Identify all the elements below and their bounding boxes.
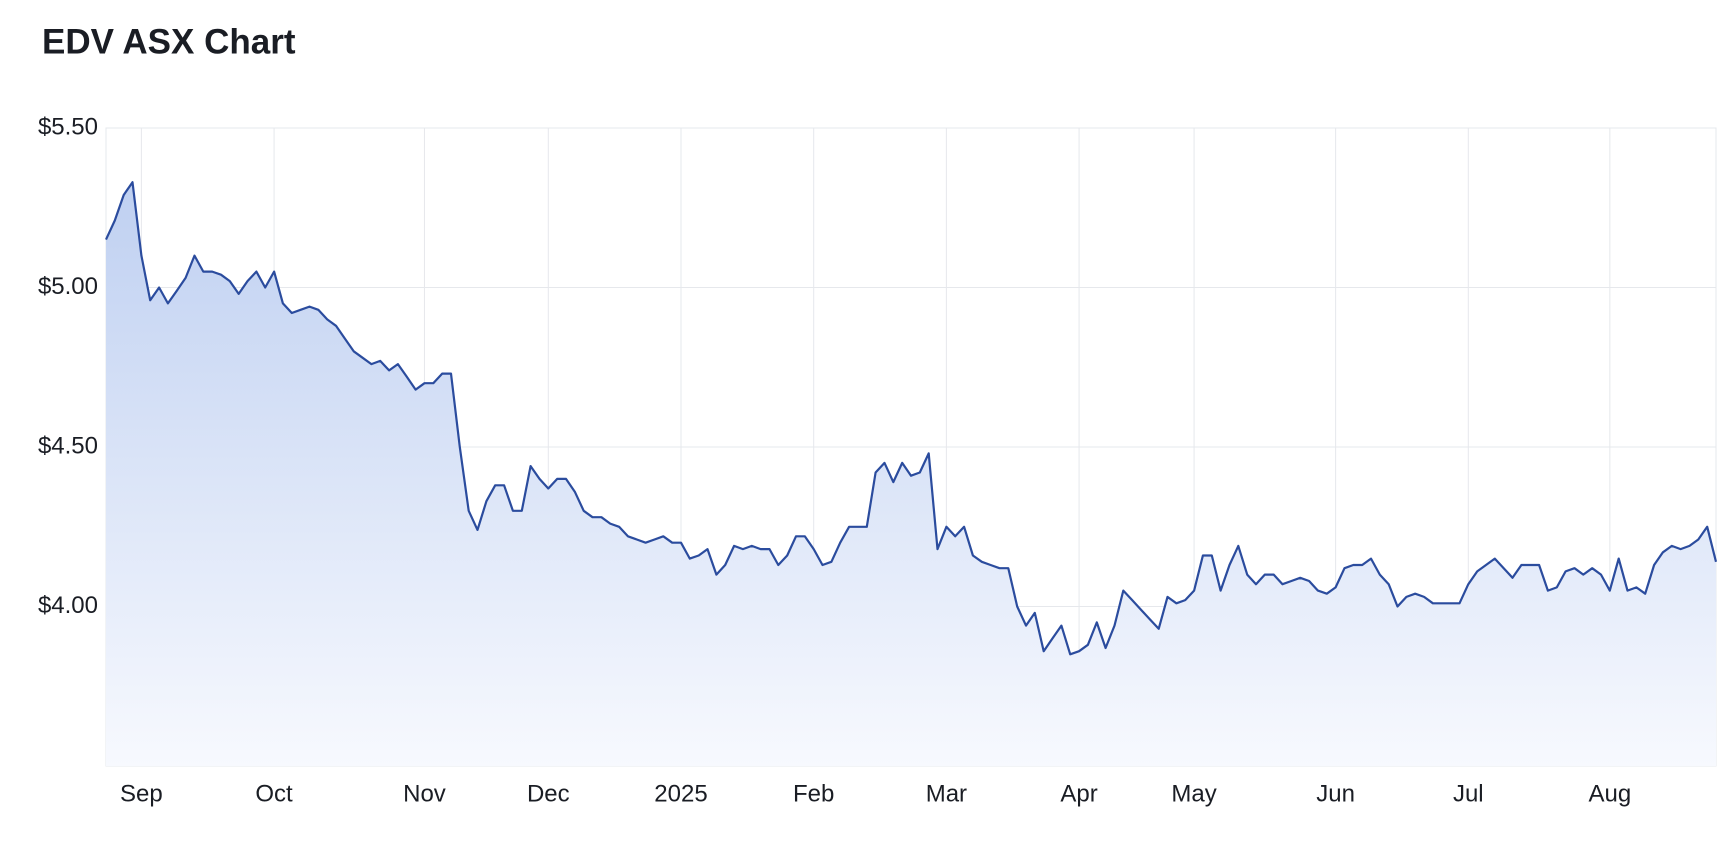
x-tick-label: Sep	[120, 780, 163, 807]
x-tick-label: 2025	[654, 780, 707, 807]
y-tick-label: $4.50	[38, 432, 98, 459]
x-tick-label: Dec	[527, 780, 570, 807]
y-tick-label: $4.00	[38, 592, 98, 619]
y-tick-label: $5.50	[38, 113, 98, 140]
x-tick-label: May	[1171, 780, 1216, 807]
price-line	[105, 181, 1718, 656]
x-tick-label: Aug	[1588, 780, 1631, 807]
x-tick-label: Mar	[926, 780, 967, 807]
area-fill	[106, 182, 1716, 766]
x-tick-label: Jun	[1316, 780, 1355, 807]
x-tick-label: Jul	[1453, 780, 1484, 807]
y-tick-label: $5.00	[38, 273, 98, 300]
x-tick-label: Nov	[403, 780, 446, 807]
x-tick-label: Apr	[1060, 780, 1097, 807]
x-tick-label: Feb	[793, 780, 834, 807]
x-tick-label: Oct	[255, 780, 293, 807]
chart-title: EDV ASX Chart	[42, 22, 296, 61]
